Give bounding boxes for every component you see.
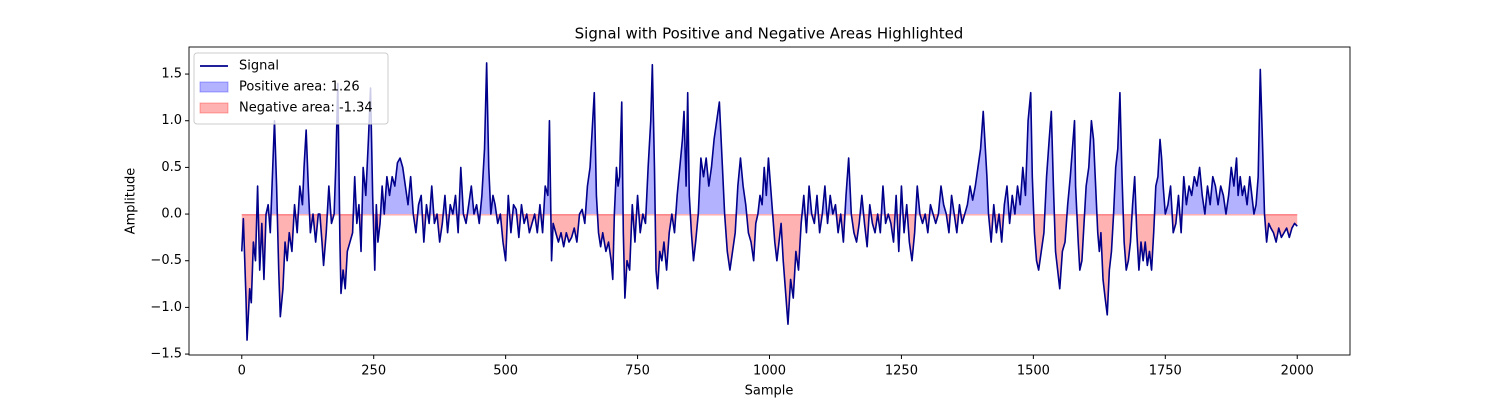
legend-label: Signal xyxy=(239,59,279,74)
y-tick-label: 1.0 xyxy=(161,113,182,128)
x-tick-label: 250 xyxy=(361,364,386,379)
x-tick-label: 0 xyxy=(238,364,246,379)
y-tick-label: 1.5 xyxy=(161,67,182,82)
y-axis-label: Amplitude xyxy=(124,168,139,235)
legend-box xyxy=(193,52,389,125)
y-tick-label: 0.0 xyxy=(161,207,182,222)
signal-line xyxy=(240,62,1298,341)
chart-title: Signal with Positive and Negative Areas … xyxy=(575,25,964,43)
x-tick-label: 1250 xyxy=(885,364,918,379)
legend-label: Negative area: -1.34 xyxy=(239,101,373,116)
x-axis-label: Sample xyxy=(745,384,794,399)
plot-frame xyxy=(188,46,1351,356)
y-tick-label: 0.5 xyxy=(161,160,182,175)
x-tick-label: 750 xyxy=(625,364,650,379)
y-tick-label: −0.5 xyxy=(150,253,182,268)
x-tick-label: 500 xyxy=(493,364,518,379)
x-tick-label: 1500 xyxy=(1017,364,1050,379)
baseline-band xyxy=(241,214,1298,216)
legend-swatch xyxy=(199,102,229,114)
x-tick-label: 1750 xyxy=(1149,364,1182,379)
y-tick-label: −1.0 xyxy=(150,300,182,315)
y-tick-label: −1.5 xyxy=(150,347,182,362)
legend-swatch xyxy=(199,81,229,93)
legend-label: Positive area: 1.26 xyxy=(239,80,360,95)
x-tick-label: 1000 xyxy=(753,364,786,379)
x-tick-label: 2000 xyxy=(1281,364,1314,379)
